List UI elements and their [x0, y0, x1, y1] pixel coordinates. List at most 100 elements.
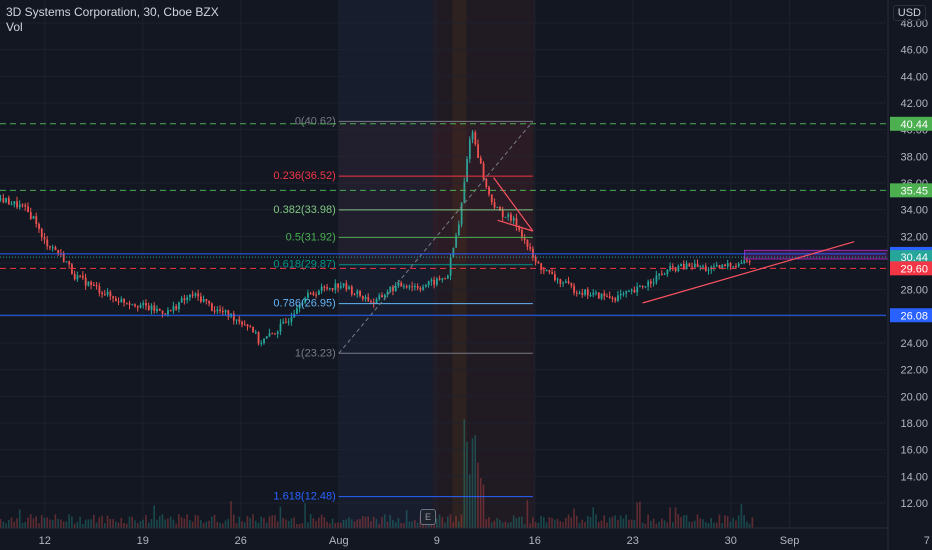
candle-body	[666, 269, 669, 275]
candle-body	[540, 263, 543, 270]
volume-bar	[318, 517, 320, 528]
volume-bar	[265, 522, 268, 528]
candle-body	[427, 281, 430, 286]
candle-body	[219, 309, 222, 312]
volume-bar	[356, 519, 359, 528]
volume-bar	[98, 517, 101, 528]
candle-body	[397, 282, 400, 286]
candle-body	[614, 298, 617, 301]
volume-bar	[625, 514, 627, 528]
y-tick-label: 44.00	[900, 71, 928, 83]
candle-body	[139, 305, 142, 308]
candle-body	[639, 286, 641, 288]
volume-bar	[699, 518, 702, 528]
volume-bar	[216, 521, 219, 528]
volume-bar	[504, 521, 507, 528]
volume-bar	[562, 522, 564, 528]
volume-bar	[29, 514, 32, 528]
volume-bar	[205, 521, 208, 528]
volume-bar	[123, 522, 125, 528]
candle-body	[307, 293, 309, 298]
candle-body	[134, 304, 136, 307]
candle-body	[16, 201, 18, 208]
volume-bar	[172, 519, 175, 528]
candle-body	[718, 265, 721, 268]
y-tick-label: 22.00	[900, 365, 928, 377]
candle-body	[425, 285, 427, 287]
volume-bar	[175, 523, 177, 528]
volume-bar	[564, 518, 567, 528]
fib-retracement: 0(40.62) 0.236(36.52) 0.382(33.98) 0.5(31.9…	[273, 115, 534, 503]
time-axis: 12 19 26 Aug 9 16 23 30 Sep 7	[0, 527, 930, 547]
currency-button[interactable]: USD	[892, 5, 926, 21]
volume-bar	[161, 514, 164, 528]
candle-body	[419, 288, 422, 290]
volume-bar	[145, 514, 147, 528]
volume-bar	[375, 519, 378, 528]
volume-bar	[737, 515, 740, 528]
volume-bar	[578, 522, 581, 528]
volume-bar	[378, 523, 380, 528]
volume-bar	[65, 521, 68, 528]
candle-body	[54, 247, 57, 250]
volume-bar	[139, 520, 142, 528]
candle-body	[46, 239, 49, 247]
volume-bar	[702, 519, 704, 528]
volume-bar	[488, 517, 490, 528]
candle-body	[537, 261, 540, 264]
candle-body	[312, 293, 315, 295]
volume-bar	[567, 514, 570, 528]
volume-bar	[726, 516, 729, 528]
candle-body	[361, 296, 364, 300]
range-box	[744, 249, 932, 260]
candle-body	[216, 309, 219, 311]
candle-body	[158, 308, 161, 311]
volume-bar	[38, 523, 40, 528]
candle-body	[737, 263, 740, 267]
volume-bar	[263, 517, 265, 528]
candle-body	[18, 204, 21, 208]
candle-body	[488, 187, 490, 195]
volume-bar	[290, 518, 293, 528]
candle-body	[71, 264, 73, 274]
candle-body	[559, 279, 562, 284]
volume-bar	[455, 516, 457, 528]
candle-body	[180, 298, 183, 303]
candle-body	[543, 269, 545, 271]
volume-bar	[446, 516, 449, 528]
candle-body	[650, 281, 652, 284]
volume-bar	[682, 515, 685, 528]
candle-body	[732, 266, 735, 268]
candle-body	[474, 132, 477, 145]
candle-body	[172, 306, 175, 311]
candle-body	[534, 257, 537, 262]
earnings-icon[interactable]: E	[420, 509, 436, 525]
candle-body	[101, 292, 104, 295]
candle-body	[463, 181, 466, 203]
volume-bar	[221, 523, 224, 528]
candle-body	[76, 275, 79, 280]
volume-bar	[735, 520, 737, 528]
candle-body	[482, 163, 485, 179]
volume-bar	[219, 522, 221, 528]
volume-bar	[68, 514, 70, 528]
candle-body	[466, 159, 468, 182]
candle-body	[444, 278, 447, 280]
volume-bar	[532, 517, 534, 528]
volume-bar	[658, 521, 660, 528]
volume-bar	[18, 509, 21, 528]
volume-bar	[381, 516, 383, 528]
volume-bar	[40, 515, 43, 528]
volume-bar	[526, 500, 529, 528]
volume-bar	[227, 519, 230, 528]
price-tag	[890, 250, 932, 265]
volume-bar	[191, 521, 194, 528]
y-tick-label: 14.00	[900, 471, 928, 483]
volume-bar	[548, 517, 551, 528]
candle-body	[334, 283, 337, 290]
candle-body	[501, 210, 504, 218]
volume-bar	[249, 518, 252, 528]
candle-body	[688, 263, 691, 267]
volume-bar	[103, 523, 106, 528]
